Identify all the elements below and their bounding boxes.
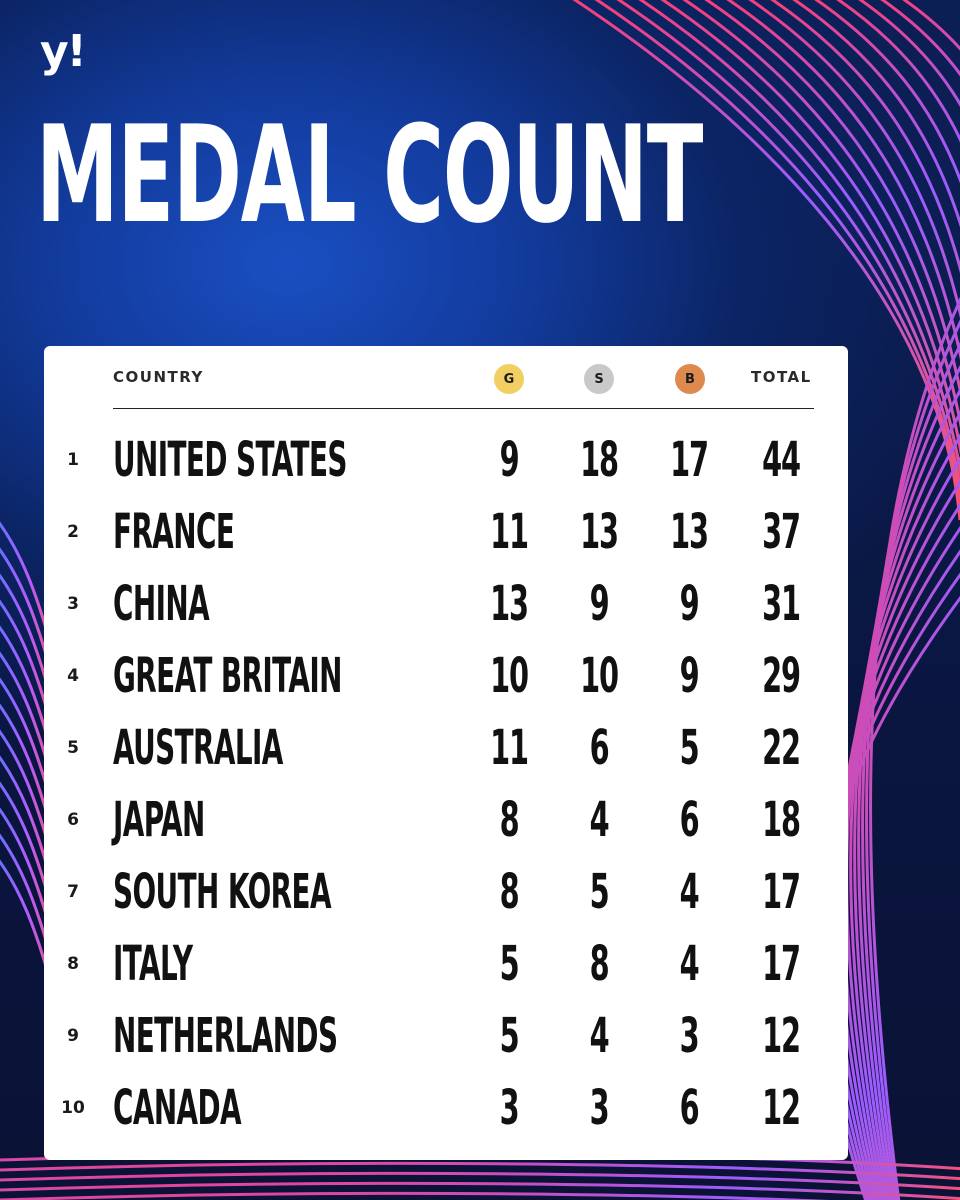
bronze-count: 6 xyxy=(679,1080,700,1136)
total-count: 31 xyxy=(762,576,801,632)
gold-count: 5 xyxy=(499,936,520,992)
silver-count: 3 xyxy=(589,1080,610,1136)
country-name: GREAT BRITAIN xyxy=(113,648,342,704)
table-row: 1 UNITED STATES 9 18 17 44 xyxy=(44,424,848,496)
silver-count: 5 xyxy=(589,864,610,920)
yahoo-logo: y! xyxy=(40,26,87,77)
bronze-count: 13 xyxy=(670,504,709,560)
gold-count: 11 xyxy=(490,504,529,560)
country-name: AUSTRALIA xyxy=(113,720,283,776)
gold-count: 8 xyxy=(499,792,520,848)
table-row: 2 FRANCE 11 13 13 37 xyxy=(44,496,848,568)
gold-count: 13 xyxy=(490,576,529,632)
table-row: 8 ITALY 5 8 4 17 xyxy=(44,928,848,1000)
gold-count: 3 xyxy=(499,1080,520,1136)
table-header: COUNTRY G S B TOTAL xyxy=(44,346,848,410)
rank-number: 5 xyxy=(67,738,79,758)
silver-count: 13 xyxy=(580,504,619,560)
bronze-count: 17 xyxy=(670,432,709,488)
silver-count: 9 xyxy=(589,576,610,632)
total-count: 22 xyxy=(762,720,801,776)
silver-count: 18 xyxy=(580,432,619,488)
bronze-count: 4 xyxy=(679,864,700,920)
rank-number: 7 xyxy=(67,882,79,902)
bronze-count: 4 xyxy=(679,936,700,992)
bronze-medal-badge: B xyxy=(675,364,705,394)
silver-count: 4 xyxy=(589,1008,610,1064)
gold-count: 9 xyxy=(499,432,520,488)
table-row: 3 CHINA 13 9 9 31 xyxy=(44,568,848,640)
table-row: 5 AUSTRALIA 11 6 5 22 xyxy=(44,712,848,784)
country-name: CHINA xyxy=(113,576,210,632)
bronze-count: 6 xyxy=(679,792,700,848)
page-title: MEDAL COUNT xyxy=(36,97,703,253)
rank-number: 6 xyxy=(67,810,79,830)
total-count: 17 xyxy=(762,936,801,992)
rank-number: 8 xyxy=(67,954,79,974)
rank-number: 4 xyxy=(67,666,79,686)
bronze-count: 3 xyxy=(679,1008,700,1064)
country-name: ITALY xyxy=(113,936,193,992)
total-count: 37 xyxy=(762,504,801,560)
total-header: TOTAL xyxy=(751,368,812,386)
rank-number: 3 xyxy=(67,594,79,614)
country-name: JAPAN xyxy=(113,792,205,848)
table-row: 10 CANADA 3 3 6 12 xyxy=(44,1072,848,1144)
silver-count: 4 xyxy=(589,792,610,848)
bronze-count: 9 xyxy=(679,576,700,632)
medal-table: COUNTRY G S B TOTAL 1 UNITED STATES 9 18 17 4… xyxy=(44,346,848,1160)
country-name: FRANCE xyxy=(113,504,235,560)
silver-count: 10 xyxy=(580,648,619,704)
total-count: 12 xyxy=(762,1080,801,1136)
total-count: 12 xyxy=(762,1008,801,1064)
silver-medal-badge: S xyxy=(584,364,614,394)
silver-count: 8 xyxy=(589,936,610,992)
country-name: UNITED STATES xyxy=(113,432,347,488)
table-row: 6 JAPAN 8 4 6 18 xyxy=(44,784,848,856)
bronze-count: 9 xyxy=(679,648,700,704)
gold-count: 10 xyxy=(490,648,529,704)
bronze-count: 5 xyxy=(679,720,700,776)
rank-number: 10 xyxy=(61,1098,85,1118)
country-name: CANADA xyxy=(113,1080,242,1136)
country-name: SOUTH KOREA xyxy=(113,864,331,920)
total-count: 18 xyxy=(762,792,801,848)
rank-number: 1 xyxy=(67,450,79,470)
total-count: 29 xyxy=(762,648,801,704)
table-row: 9 NETHERLANDS 5 4 3 12 xyxy=(44,1000,848,1072)
gold-count: 5 xyxy=(499,1008,520,1064)
rank-number: 2 xyxy=(67,522,79,542)
total-count: 44 xyxy=(762,432,801,488)
gold-count: 11 xyxy=(490,720,529,776)
table-row: 7 SOUTH KOREA 8 5 4 17 xyxy=(44,856,848,928)
header-divider xyxy=(113,408,814,409)
country-name: NETHERLANDS xyxy=(113,1008,338,1064)
gold-medal-badge: G xyxy=(494,364,524,394)
gold-count: 8 xyxy=(499,864,520,920)
silver-count: 6 xyxy=(589,720,610,776)
table-row: 4 GREAT BRITAIN 10 10 9 29 xyxy=(44,640,848,712)
total-count: 17 xyxy=(762,864,801,920)
country-header: COUNTRY xyxy=(113,368,204,386)
rank-number: 9 xyxy=(67,1026,79,1046)
